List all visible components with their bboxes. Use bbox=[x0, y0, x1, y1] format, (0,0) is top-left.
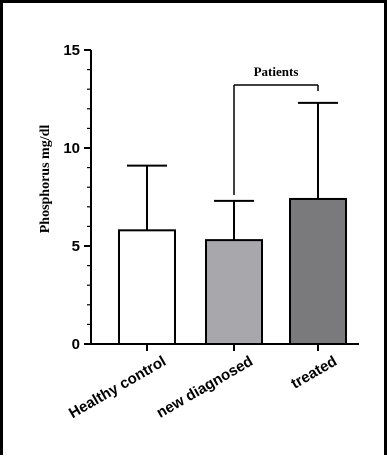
annotation-label: Patients bbox=[254, 64, 299, 79]
x-category-label: treated bbox=[288, 353, 340, 393]
y-axis-label: Phosphorus mg/dl bbox=[38, 125, 53, 234]
bar-healthy-control bbox=[118, 229, 176, 346]
bar-treated bbox=[289, 197, 347, 345]
x-category-label: new diagnosed bbox=[154, 353, 256, 422]
y-tick-label: 10 bbox=[63, 140, 80, 157]
y-tick-label: 5 bbox=[72, 238, 80, 255]
bar-new-diagnosed bbox=[205, 239, 263, 345]
chart-bars bbox=[118, 197, 347, 346]
chart-annotation: Patients bbox=[233, 64, 319, 195]
bar-chart: 0 5 10 15 Phosphorus mg/dl Healthy controlnew… bbox=[38, 42, 359, 422]
y-tick-label: 0 bbox=[72, 336, 80, 353]
y-tick-label: 15 bbox=[63, 42, 80, 59]
x-category-label: Healthy control bbox=[66, 353, 169, 422]
chart-error-bars bbox=[127, 101, 338, 241]
